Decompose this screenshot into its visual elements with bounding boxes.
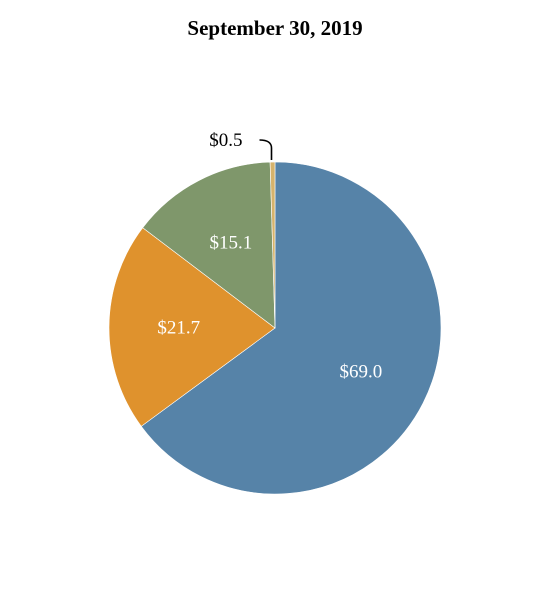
chart-title: September 30, 2019 [187,16,363,40]
leader-line [259,139,273,160]
pie-slice-1 [108,227,276,427]
slice-label-2: $15.1 [210,232,253,253]
slice-label-3: $0.5 [209,130,242,151]
pie-slice-0 [140,161,442,495]
slice-label-0: $69.0 [340,362,383,383]
pie-slice-2 [142,161,276,329]
slice-label-1: $21.7 [157,317,200,338]
pie-slice-3 [269,161,276,329]
